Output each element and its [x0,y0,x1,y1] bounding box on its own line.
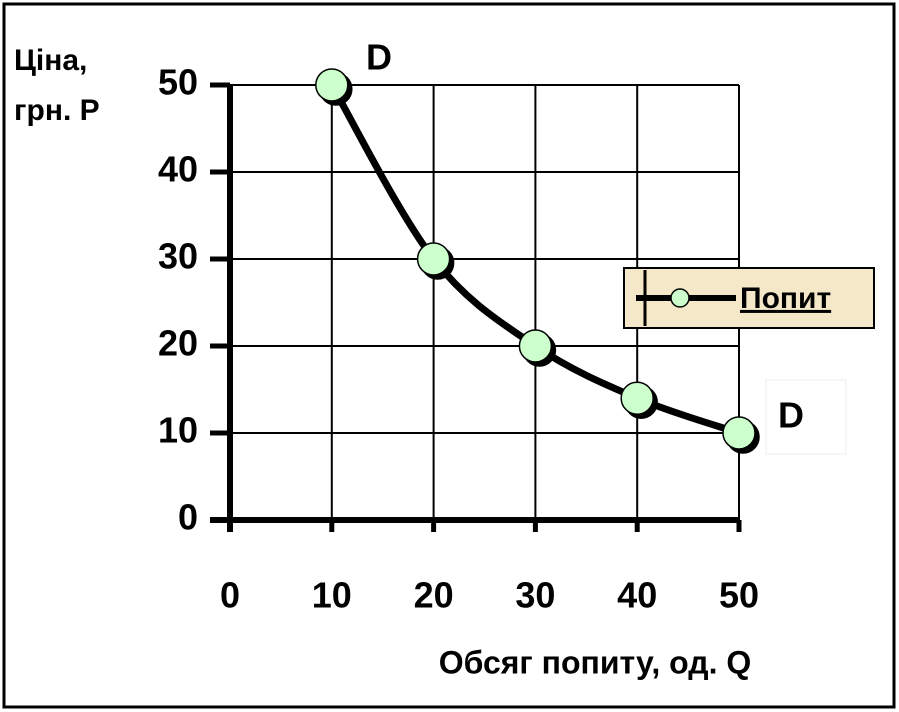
annotation: D [778,395,804,436]
legend-label: Попит [740,282,831,315]
marker [315,68,349,102]
x-tick-label: 20 [414,575,454,616]
annotation: D [366,37,392,78]
marker [722,416,756,450]
legend-marker [670,288,690,308]
x-tick-label: 30 [515,575,555,616]
marker [416,242,451,276]
x-tick-label: 10 [312,575,352,616]
x-axis-label: Обсяг попиту, од. Q [439,644,752,680]
marker [518,329,553,363]
y-tick-label: 10 [158,410,198,451]
annotation-box [765,379,847,455]
y-axis-label: Ціна, [14,44,87,77]
x-tick-label: 50 [719,575,759,616]
marker [620,381,654,415]
y-tick-label: 50 [158,62,198,103]
y-tick-label: 40 [158,149,198,190]
y-tick-label: 30 [158,236,198,277]
y-tick-label: 20 [158,323,198,364]
x-tick-label: 40 [617,575,657,616]
y-tick-label: 0 [178,497,198,538]
y-axis-label: грн. P [14,94,100,127]
x-tick-label: 0 [220,575,240,616]
